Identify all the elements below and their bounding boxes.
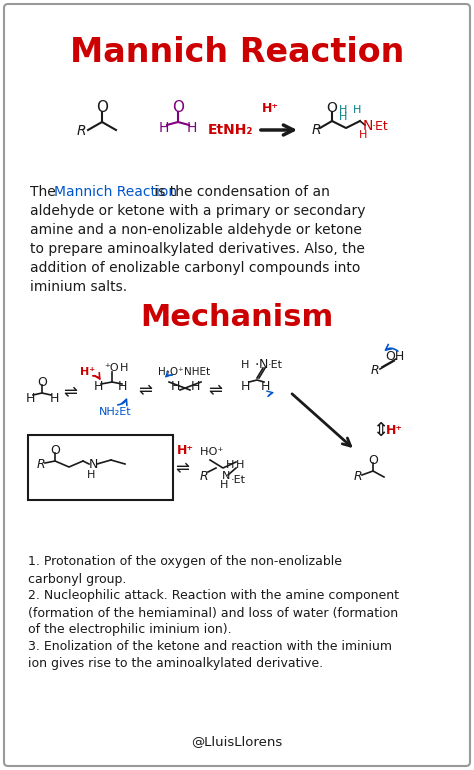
Text: O: O [327, 101, 337, 115]
Text: H: H [159, 121, 169, 135]
Text: Mechanism: Mechanism [140, 303, 334, 333]
Text: ·Et: ·Et [372, 119, 388, 132]
Text: EtNH₂: EtNH₂ [207, 123, 253, 137]
Text: OH: OH [385, 350, 405, 363]
Text: H: H [25, 391, 35, 404]
Text: O: O [96, 101, 108, 116]
Text: N: N [222, 471, 230, 481]
Text: is the condensation of an: is the condensation of an [150, 185, 330, 199]
Text: @LluisLlorens: @LluisLlorens [191, 735, 283, 748]
Text: H⁺: H⁺ [176, 444, 193, 457]
Text: N: N [363, 119, 373, 133]
Text: carbonyl group.: carbonyl group. [28, 573, 127, 585]
Text: ion gives rise to the aminoalkylated derivative.: ion gives rise to the aminoalkylated der… [28, 658, 323, 671]
Text: H: H [120, 363, 128, 373]
Text: H: H [200, 447, 208, 457]
Text: 2. Nucleophilic attack. Reaction with the amine component: 2. Nucleophilic attack. Reaction with th… [28, 590, 399, 602]
Text: aldehyde or ketone with a primary or secondary: aldehyde or ketone with a primary or sec… [30, 204, 365, 218]
Text: Mannich Reaction: Mannich Reaction [70, 35, 404, 69]
Text: addition of enolizable carbonyl compounds into: addition of enolizable carbonyl compound… [30, 261, 360, 275]
Text: H⁺: H⁺ [262, 102, 279, 115]
Text: H⁺: H⁺ [385, 424, 402, 437]
Text: O: O [368, 454, 378, 467]
Text: H₂O⁺: H₂O⁺ [158, 367, 184, 377]
Text: Mannich Reaction: Mannich Reaction [54, 185, 177, 199]
Text: O: O [172, 101, 184, 116]
Text: R: R [76, 124, 86, 138]
Text: ⇌: ⇌ [208, 381, 222, 399]
Text: ⇕: ⇕ [372, 420, 388, 440]
Text: H: H [93, 380, 103, 393]
Text: The: The [30, 185, 60, 199]
Text: (formation of the hemiaminal) and loss of water (formation: (formation of the hemiaminal) and loss o… [28, 607, 398, 620]
Text: 3. Enolization of the ketone and reaction with the iminium: 3. Enolization of the ketone and reactio… [28, 641, 392, 654]
Text: iminium salts.: iminium salts. [30, 280, 127, 294]
Text: H: H [117, 380, 127, 393]
Text: ·: · [255, 358, 259, 372]
Text: H: H [359, 130, 367, 140]
Text: NH₂Et: NH₂Et [99, 407, 131, 417]
Text: of the electrophilic iminium ion).: of the electrophilic iminium ion). [28, 624, 232, 637]
Text: O: O [37, 376, 47, 389]
Text: H: H [220, 480, 228, 490]
Text: ·Et: ·Et [230, 475, 246, 485]
Text: R: R [354, 470, 362, 484]
Text: to prepare aminoalkylated derivatives. Also, the: to prepare aminoalkylated derivatives. A… [30, 242, 365, 256]
Text: H: H [260, 380, 270, 393]
Text: H: H [187, 121, 197, 135]
Text: ·Et: ·Et [267, 360, 283, 370]
Text: H: H [87, 470, 95, 480]
Text: H: H [49, 391, 59, 404]
Text: ·O⁺: ·O⁺ [206, 447, 224, 457]
Text: H: H [226, 460, 234, 470]
Text: H: H [236, 460, 244, 470]
Text: H: H [170, 380, 180, 393]
Text: ⇌: ⇌ [63, 383, 77, 401]
Text: amine and a non-enolizable aldehyde or ketone: amine and a non-enolizable aldehyde or k… [30, 223, 362, 237]
Text: H: H [191, 380, 200, 393]
Text: N: N [258, 359, 268, 371]
Text: N: N [88, 458, 98, 471]
Text: H: H [353, 105, 361, 115]
Text: H⁺: H⁺ [81, 367, 96, 377]
Bar [28, 435, 173, 500]
Text: R: R [371, 363, 379, 377]
Text: H: H [240, 380, 250, 393]
FancyBboxPatch shape [4, 4, 470, 766]
Text: H: H [241, 360, 249, 370]
Text: ⇌: ⇌ [138, 381, 152, 399]
Text: ⁺O: ⁺O [105, 363, 119, 373]
Text: ⇌: ⇌ [175, 459, 189, 477]
Text: 1. Protonation of the oxygen of the non-enolizable: 1. Protonation of the oxygen of the non-… [28, 555, 342, 568]
Text: R: R [200, 470, 208, 483]
Text: O: O [50, 444, 60, 457]
Text: R: R [311, 123, 321, 137]
Text: H: H [339, 105, 347, 115]
Text: NHEt: NHEt [184, 367, 210, 377]
Text: H: H [339, 112, 347, 122]
Text: R: R [36, 458, 46, 471]
